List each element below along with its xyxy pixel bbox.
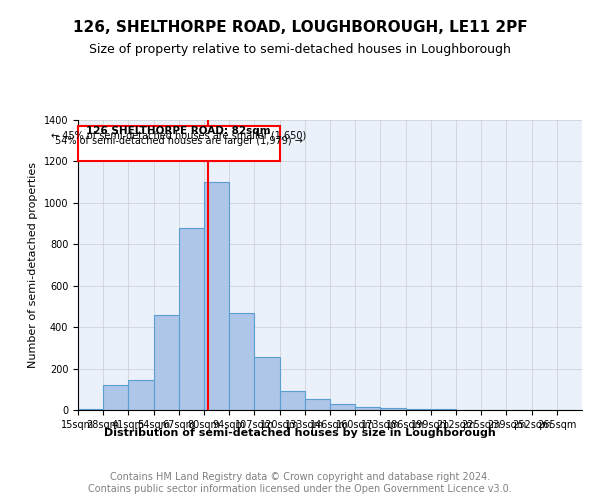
Y-axis label: Number of semi-detached properties: Number of semi-detached properties [28, 162, 38, 368]
Bar [305, 398, 330, 410]
Bar [254, 357, 280, 410]
Bar [154, 314, 179, 410]
Bar [128, 380, 154, 410]
Text: ← 45% of semi-detached houses are smaller (1,650): ← 45% of semi-detached houses are smalle… [51, 131, 307, 141]
Bar [179, 228, 204, 410]
Bar [330, 404, 355, 410]
Bar [280, 392, 305, 410]
Bar [103, 385, 128, 410]
Bar [406, 409, 431, 410]
Bar [355, 407, 380, 410]
Text: Contains HM Land Registry data © Crown copyright and database right 2024.
Contai: Contains HM Land Registry data © Crown c… [88, 472, 512, 494]
FancyBboxPatch shape [78, 126, 280, 162]
Text: 54% of semi-detached houses are larger (1,979) →: 54% of semi-detached houses are larger (… [55, 136, 303, 146]
Text: Distribution of semi-detached houses by size in Loughborough: Distribution of semi-detached houses by … [104, 428, 496, 438]
Bar [78, 409, 103, 410]
Text: 126 SHELTHORPE ROAD: 82sqm: 126 SHELTHORPE ROAD: 82sqm [86, 126, 271, 136]
Bar [380, 408, 406, 410]
Bar [204, 182, 229, 410]
Text: Size of property relative to semi-detached houses in Loughborough: Size of property relative to semi-detach… [89, 42, 511, 56]
Bar [229, 312, 254, 410]
Text: 126, SHELTHORPE ROAD, LOUGHBOROUGH, LE11 2PF: 126, SHELTHORPE ROAD, LOUGHBOROUGH, LE11… [73, 20, 527, 35]
